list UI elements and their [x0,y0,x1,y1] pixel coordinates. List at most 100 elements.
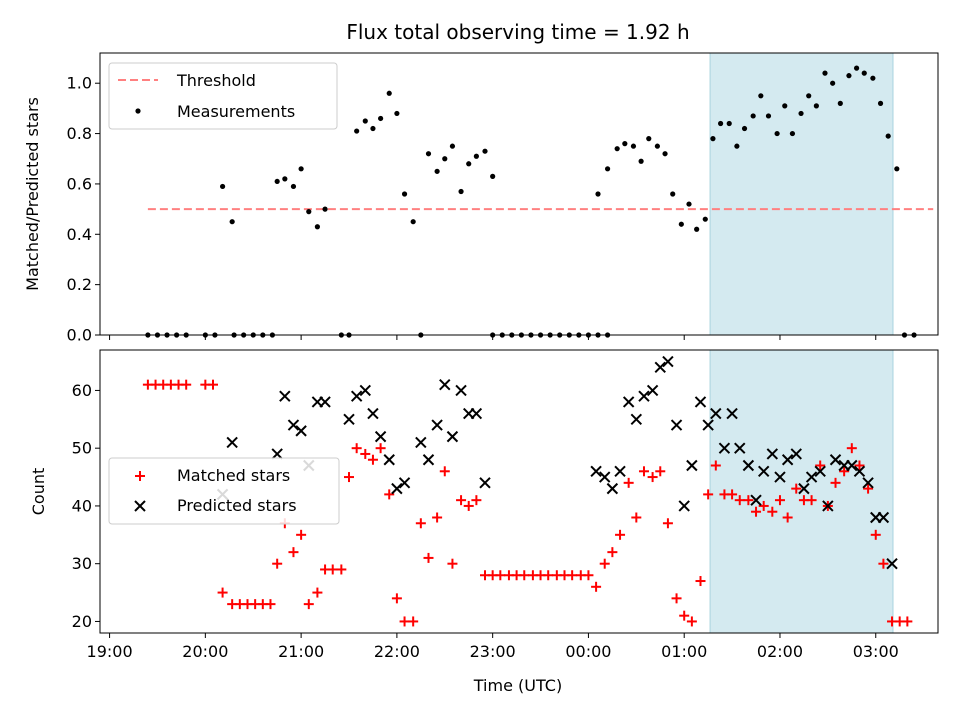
top-ytick-label: 0.6 [67,174,92,193]
matched-point [686,616,697,627]
matched-point [638,466,649,477]
measurement-point [386,90,392,96]
matched-point [439,466,450,477]
measurement-point [638,158,644,164]
matched-point [791,483,802,494]
measurement-point [758,93,764,99]
xtick-label: 03:00 [853,642,899,661]
measurement-point [622,141,628,147]
matched-point [758,500,769,511]
predicted-point [226,436,238,449]
matched-point [662,518,673,529]
matched-point [655,466,666,477]
matched-point [863,483,874,494]
measurement-point [741,125,748,132]
matched-point [272,558,283,569]
measurement-point [614,146,620,152]
legend-box [108,457,340,525]
predicted-point [398,477,411,489]
measurement-point [654,143,660,149]
top-ytick-label: 0.8 [67,124,92,143]
measurement-point [630,143,637,149]
matched-point [839,466,850,477]
matched-point [623,477,634,488]
measurement-point [466,161,472,167]
top-ytick-label: 0.0 [67,326,92,345]
xtick-label: 02:00 [757,642,803,661]
predicted-point [710,407,722,420]
bottom-y-axis-label: Count [29,468,48,516]
matched-point [423,552,434,563]
measurement-point [702,216,708,222]
measurement-point [219,183,226,190]
matched-point [375,443,386,454]
matched-point [432,512,443,523]
chart-title: Flux total observing time = 1.92 h [346,20,689,44]
predicted-point [439,378,451,391]
predicted-point [319,396,331,408]
matched-point [703,489,714,500]
matched-point [265,599,276,610]
measurement-point [410,219,416,225]
matched-point [495,570,506,581]
predicted-point [391,482,403,495]
xtick-label: 01:00 [661,642,707,661]
measurement-point [473,153,479,159]
bottom-ytick-label: 50 [72,439,92,458]
xtick-label: 19:00 [87,642,133,661]
measurement-point [449,143,456,149]
measurement-point [789,130,796,137]
matched-point [751,506,762,517]
matched-point [391,593,402,604]
measurement-point [782,103,788,109]
matched-point [463,500,474,511]
matched-point [878,558,889,569]
measurement-point [678,221,684,227]
predicted-point [646,384,659,397]
predicted-point [359,384,371,397]
measurement-point [394,110,400,117]
predicted-point [350,390,363,402]
predicted-point [590,465,602,477]
matched-point [567,570,578,581]
legend-measurements-swatch [135,108,141,114]
matched-point [336,564,347,575]
xtick-label: 00:00 [565,642,611,661]
measurement-point [894,166,900,172]
x-axis-label: Time (UTC) [473,676,562,695]
predicted-point [662,355,674,368]
measurement-point [798,110,804,117]
predicted-point [886,557,898,570]
matched-point [902,616,913,627]
measurement-point [370,125,376,132]
matched-point [679,610,690,621]
legend-matched-swatch [135,471,145,481]
matched-point [846,443,857,454]
predicted-point [814,465,826,477]
predicted-point [606,482,619,495]
measurement-point [694,226,700,232]
measurement-point [282,176,288,182]
matched-point [615,529,626,540]
predicted-point [718,442,731,454]
predicted-point [678,500,690,512]
measurement-point [774,130,780,137]
predicted-point [694,396,707,408]
measurement-point [401,191,408,197]
matched-point [830,477,841,488]
measurement-point [274,178,280,185]
top-axes-frame [99,52,939,336]
predicted-point [853,465,866,477]
matched-point [471,495,482,506]
predicted-point [422,454,435,466]
measurement-point [354,128,360,134]
predicted-point [702,419,714,431]
measurement-point [837,100,843,106]
predicted-point [279,390,291,402]
predicted-point [805,471,818,483]
measurement-point [458,188,464,195]
top-ytick-label: 0.2 [67,275,92,294]
predicted-point [271,448,283,460]
xtick-label: 23:00 [470,642,516,661]
